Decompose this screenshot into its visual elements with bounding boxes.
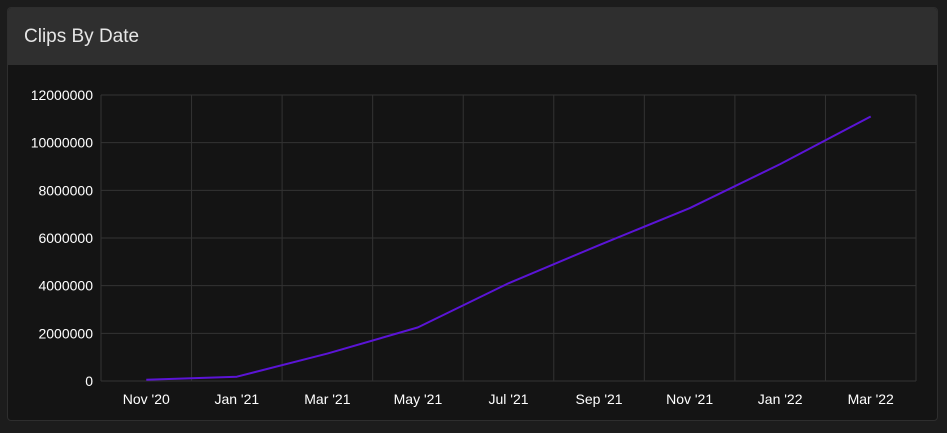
y-tick-label: 10000000: [31, 135, 94, 151]
x-tick-label: Jan '22: [758, 391, 803, 407]
x-tick-label: Sep '21: [576, 391, 623, 407]
y-tick-label: 0: [85, 373, 93, 389]
card-header: Clips By Date: [8, 8, 937, 65]
x-tick-label: Mar '21: [304, 391, 350, 407]
x-tick-label: Jul '21: [488, 391, 528, 407]
y-tick-label: 8000000: [38, 182, 93, 198]
series-line: [146, 115, 872, 381]
x-tick-label: Mar '22: [848, 391, 894, 407]
line-chart: 0 2000000 4000000 6000000 8000000 10000000 120…: [31, 87, 917, 407]
x-tick-label: Nov '20: [123, 391, 170, 407]
y-tick-label: 4000000: [38, 278, 93, 294]
x-tick-label: May '21: [394, 391, 443, 407]
card-title: Clips By Date: [24, 25, 140, 47]
y-tick-label: 12000000: [31, 87, 94, 103]
x-tick-label: Jan '21: [214, 391, 259, 407]
x-tick-label: Nov '21: [666, 391, 713, 407]
y-tick-label: 6000000: [38, 230, 93, 246]
y-tick-label: 2000000: [38, 325, 93, 341]
chart-card: Clips By Date 0 2000000 4000000 6000000 8000…: [7, 7, 938, 421]
